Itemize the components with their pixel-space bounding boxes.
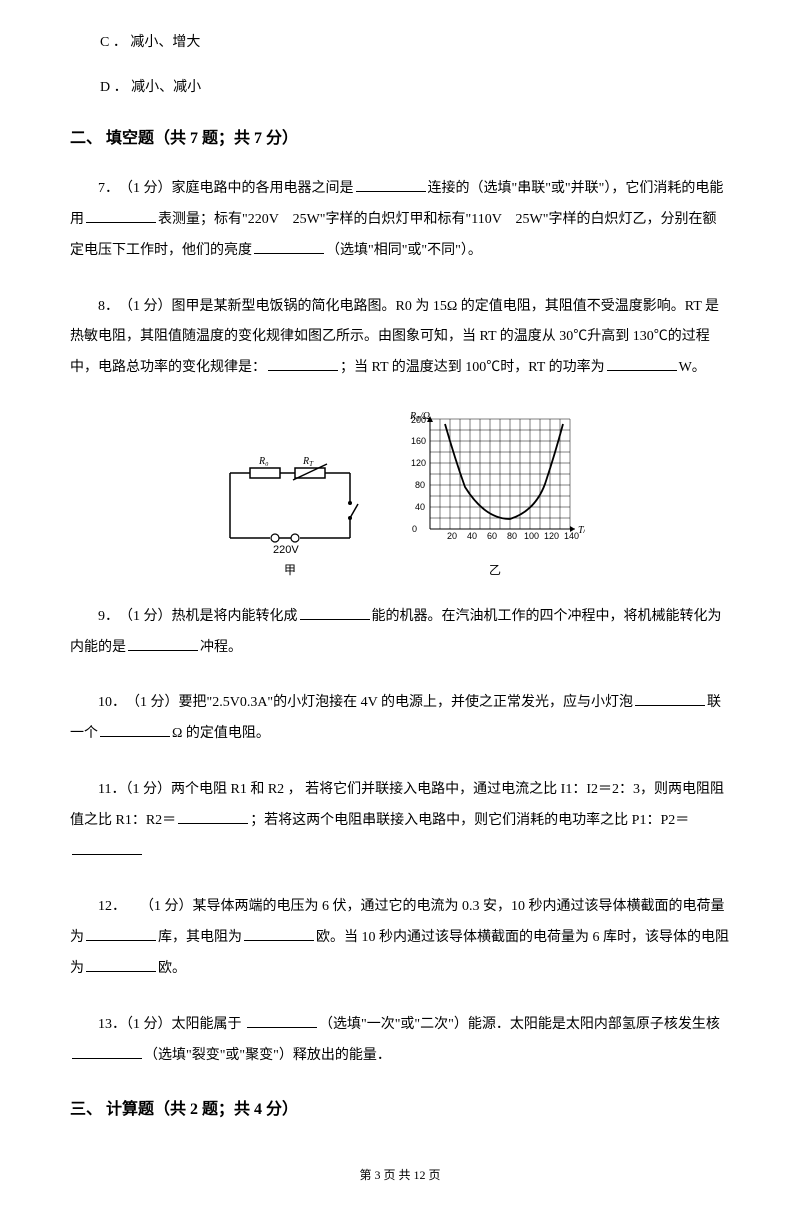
option-c: C ． 减小、增大 xyxy=(100,30,730,55)
graph-caption: 乙 xyxy=(405,560,585,582)
svg-text:T/℃: T/℃ xyxy=(578,525,585,536)
graph-diagram: RT/Ω xyxy=(405,409,585,582)
q11-text-2: ；若将这两个电阻串联接入电路中，则它们消耗的电功率之比 P1：P2＝ xyxy=(250,813,689,828)
q8-text-2: ；当 RT 的温度达到 100℃时，RT 的功率为 xyxy=(340,360,605,375)
q10-text-3: Ω 的定值电阻。 xyxy=(172,726,270,741)
blank xyxy=(86,924,156,941)
question-11: 11．（1 分）两个电阻 R1 和 R2 ， 若将它们并联接入电路中，通过电流之… xyxy=(70,775,730,867)
rt-label: RT xyxy=(302,456,314,468)
question-9: 9． （1 分）热机是将内能转化成能的机器。在汽油机工作的四个冲程中，将机械能转… xyxy=(70,602,730,664)
blank xyxy=(244,924,314,941)
svg-text:200: 200 xyxy=(411,415,426,425)
blank xyxy=(607,354,677,371)
blank xyxy=(100,720,170,737)
voltage-label: 220V xyxy=(273,544,299,556)
blank xyxy=(254,237,324,254)
circuit-caption: 甲 xyxy=(215,560,365,582)
blank xyxy=(72,1042,142,1059)
question-8: 8． （1 分）图甲是某新型电饭锅的简化电路图。R0 为 15Ω 的定值电阻，其… xyxy=(70,292,730,384)
svg-text:60: 60 xyxy=(487,531,497,541)
q8-text-3: W。 xyxy=(679,360,706,375)
blank xyxy=(635,690,705,707)
q9-text-3: 冲程。 xyxy=(200,640,242,655)
question-7: 7． （1 分）家庭电路中的各用电器之间是连接的（选填"串联"或"并联"），它们… xyxy=(70,174,730,266)
q9-text-1: 9． （1 分）热机是将内能转化成 xyxy=(98,609,298,624)
blank xyxy=(86,206,156,223)
svg-text:80: 80 xyxy=(507,531,517,541)
blank xyxy=(128,634,198,651)
section-3-title: 三、 计算题（共 2 题；共 4 分） xyxy=(70,1096,730,1125)
blank xyxy=(356,175,426,192)
svg-text:0: 0 xyxy=(412,524,417,534)
r0-label: R₀ xyxy=(258,456,269,467)
svg-text:120: 120 xyxy=(411,458,426,468)
q13-text-1: 13．（1 分）太阳能属于 xyxy=(98,1017,245,1032)
page-footer: 第 3 页 共 12 页 xyxy=(70,1165,730,1187)
question-12: 12． （1 分）某导体两端的电压为 6 伏，通过它的电流为 0.3 安，10 … xyxy=(70,892,730,984)
question-10: 10． （1 分）要把"2.5V0.3A"的小灯泡接在 4V 的电源上，并使之正… xyxy=(70,688,730,750)
svg-text:40: 40 xyxy=(467,531,477,541)
blank xyxy=(86,955,156,972)
q7-text-4: （选填"相同"或"不同"）。 xyxy=(326,243,482,258)
question-13: 13．（1 分）太阳能属于 （选填"一次"或"二次"）能源．太阳能是太阳内部氢原… xyxy=(70,1010,730,1072)
q7-text-1: 7． （1 分）家庭电路中的各用电器之间是 xyxy=(98,181,354,196)
svg-text:160: 160 xyxy=(411,436,426,446)
option-d: D ． 减小、减小 xyxy=(100,75,730,100)
blank xyxy=(268,354,338,371)
svg-text:140: 140 xyxy=(564,531,579,541)
svg-text:20: 20 xyxy=(447,531,457,541)
blank xyxy=(300,603,370,620)
svg-text:80: 80 xyxy=(415,480,425,490)
blank xyxy=(178,807,248,824)
q13-text-2: （选填"一次"或"二次"）能源．太阳能是太阳内部氢原子核发生核 xyxy=(319,1017,720,1032)
circuit-diagram: R₀ RT 220V 甲 xyxy=(215,448,365,582)
q13-text-3: （选填"裂变"或"聚变"）释放出的能量． xyxy=(144,1048,391,1063)
q12-text-2: 库，其电阻为 xyxy=(158,930,242,945)
figure-container: R₀ RT 220V 甲 RT/Ω xyxy=(70,409,730,582)
blank xyxy=(72,838,142,855)
q12-text-4: 欧。 xyxy=(158,961,186,976)
q10-text-1: 10． （1 分）要把"2.5V0.3A"的小灯泡接在 4V 的电源上，并使之正… xyxy=(98,695,633,710)
svg-text:100: 100 xyxy=(524,531,539,541)
blank xyxy=(247,1011,317,1028)
svg-text:120: 120 xyxy=(544,531,559,541)
svg-text:40: 40 xyxy=(415,502,425,512)
section-2-title: 二、 填空题（共 7 题；共 7 分） xyxy=(70,125,730,154)
